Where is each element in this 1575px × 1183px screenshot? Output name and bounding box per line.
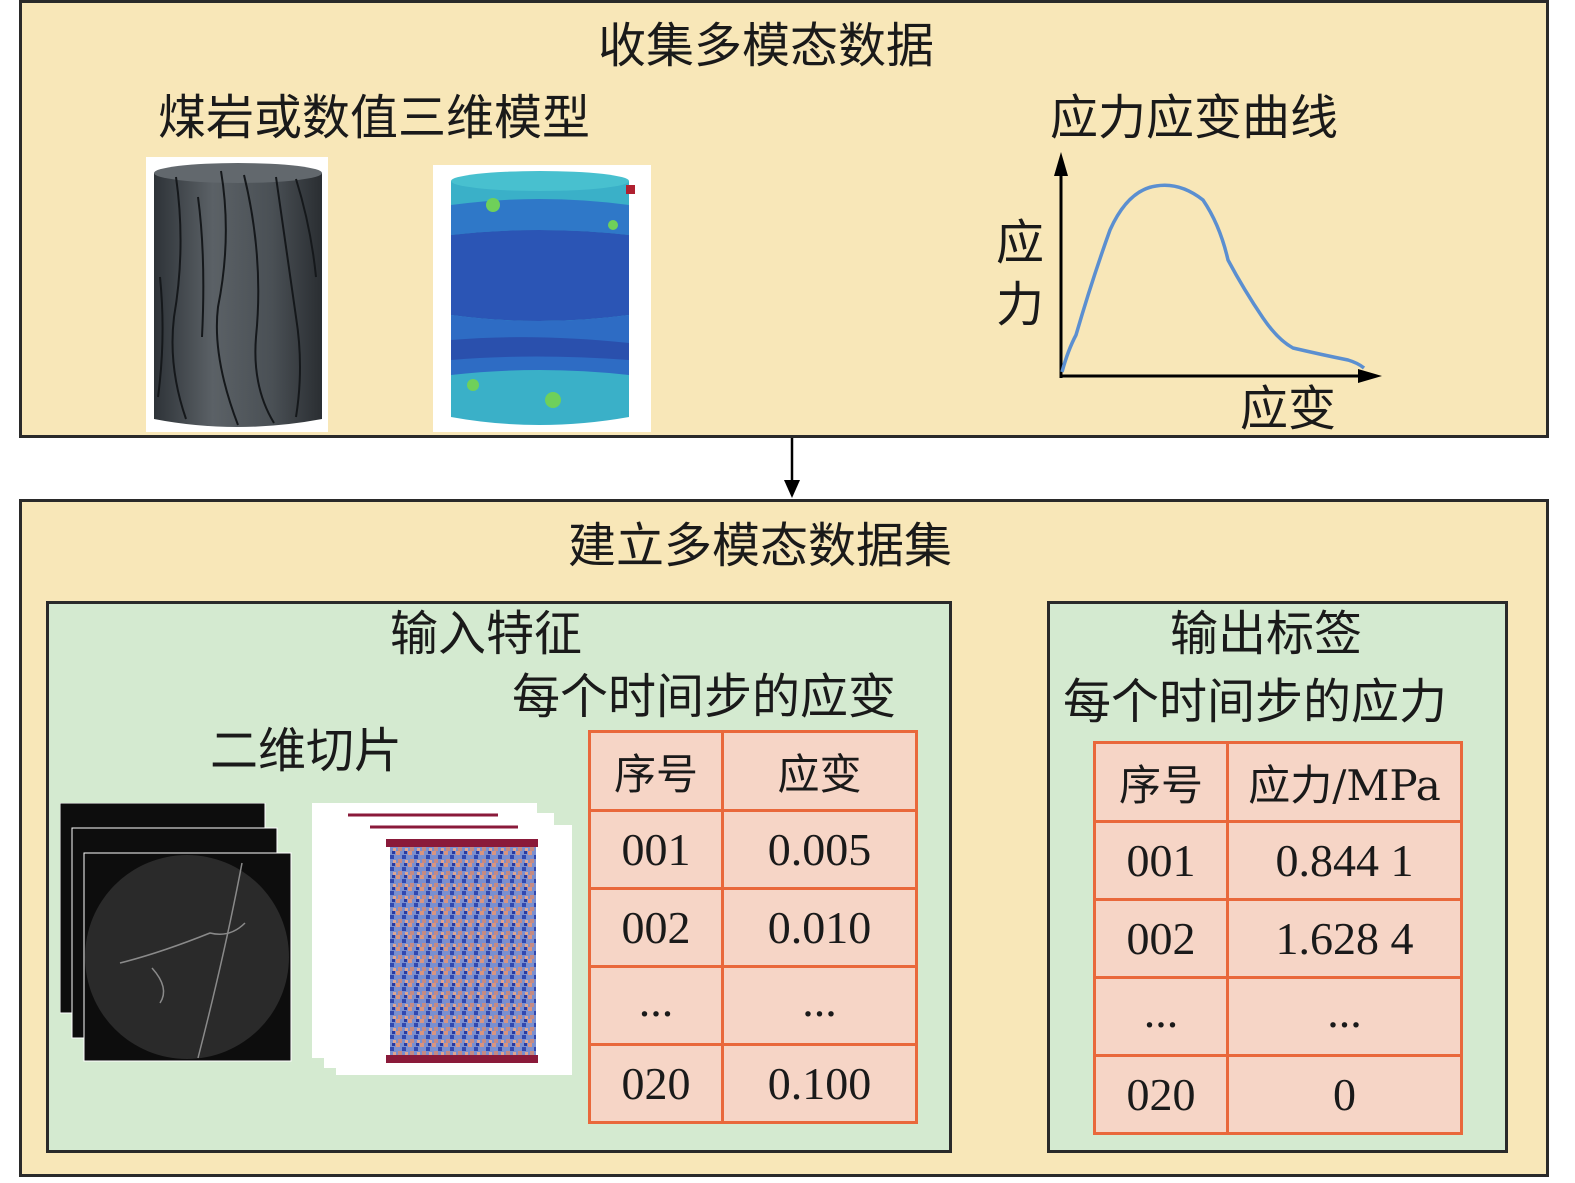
table-cell: 020	[1093, 1054, 1229, 1135]
table-row: 020 0	[1093, 1054, 1463, 1135]
flow-arrow-icon	[784, 438, 800, 498]
x-axis-arrow-icon	[1358, 369, 1382, 383]
numerical-model-cylinder-image	[433, 165, 651, 432]
numerical-slice-stack-image	[312, 803, 572, 1075]
coal-rock-cylinder-image	[146, 157, 328, 432]
table-cell: 0.844 1	[1226, 820, 1463, 901]
table-cell: ...	[1093, 976, 1229, 1057]
build-dataset-title: 建立多模态数据集	[568, 518, 953, 574]
input-feature-subtitle: 每个时间步的应变	[512, 669, 897, 725]
models-label: 煤岩或数值三维模型	[158, 90, 591, 146]
table-row: 002 1.628 4	[1093, 898, 1463, 979]
stress-strain-curve	[1060, 183, 1366, 373]
output-label-subtitle: 每个时间步的应力	[1063, 674, 1448, 730]
table-cell: 001	[588, 809, 724, 890]
table-cell: 0.010	[721, 887, 918, 968]
table-cell: 002	[1093, 898, 1229, 979]
table-header-cell: 应力/MPa	[1226, 741, 1463, 823]
collect-data-title: 收集多模态数据	[598, 18, 935, 74]
table-cell: 0	[1226, 1054, 1463, 1135]
y-axis-label: 应力	[996, 215, 1045, 333]
table-header-cell: 应变	[721, 730, 918, 812]
table-row: 002 0.010	[588, 887, 918, 968]
table-cell: ...	[588, 965, 724, 1046]
output-stress-table: 序号 应力/MPa 001 0.844 1 002 1.628 4 ... ..…	[1093, 741, 1463, 1135]
table-row: 001 0.005	[588, 809, 918, 890]
table-row: 020 0.100	[588, 1043, 918, 1124]
ct-slice-stack-image	[60, 803, 292, 1062]
table-cell: ...	[1226, 976, 1463, 1057]
table-cell: 020	[588, 1043, 724, 1124]
input-feature-title: 输入特征	[390, 606, 583, 662]
table-row: ... ...	[1093, 976, 1463, 1057]
output-label-title: 输出标签	[1170, 606, 1363, 662]
table-cell: 001	[1093, 820, 1229, 901]
table-row: ... ...	[588, 965, 918, 1046]
curve-label: 应力应变曲线	[1050, 90, 1339, 146]
table-cell: ...	[721, 965, 918, 1046]
table-cell: 1.628 4	[1226, 898, 1463, 979]
y-axis-arrow-icon	[1054, 152, 1068, 176]
table-cell: 0.100	[721, 1043, 918, 1124]
table-cell: 002	[588, 887, 724, 968]
slices-label: 二维切片	[210, 723, 403, 779]
input-strain-table: 序号 应变 001 0.005 002 0.010 ... ... 020 0.…	[588, 730, 918, 1124]
x-axis-label: 应变	[1240, 381, 1337, 437]
table-row: 001 0.844 1	[1093, 820, 1463, 901]
stress-strain-chart	[1054, 152, 1382, 383]
table-header-cell: 序号	[588, 730, 724, 812]
table-cell: 0.005	[721, 809, 918, 890]
table-header-cell: 序号	[1093, 741, 1229, 823]
